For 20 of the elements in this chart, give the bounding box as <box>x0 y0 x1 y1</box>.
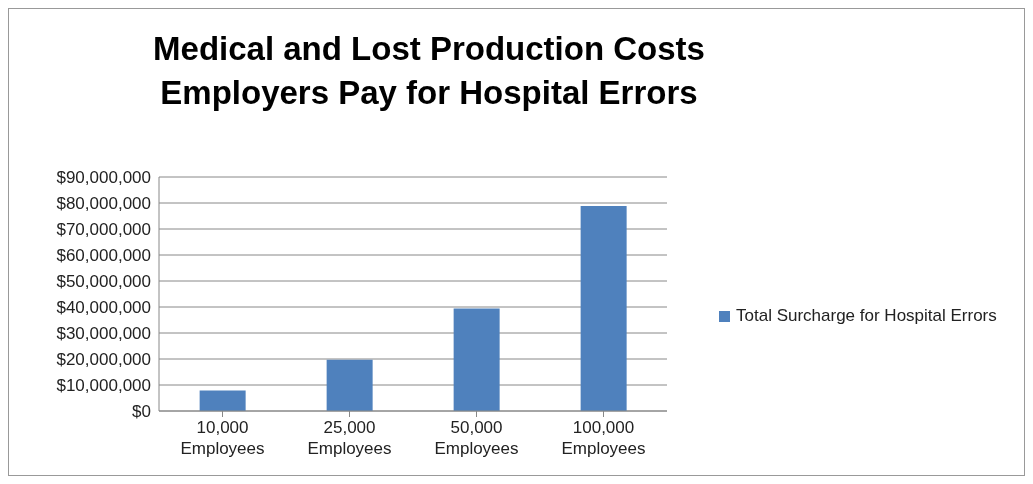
x-tick-label: 50,000 Employees <box>434 418 519 458</box>
chart-title: Medical and Lost Production Costs Employers Pay for Hospital Errors <box>152 29 706 113</box>
y-tick-label: $40,000,000 <box>56 298 151 318</box>
y-tick-label: $70,000,000 <box>56 220 151 240</box>
y-tick-label: $30,000,000 <box>56 324 151 344</box>
y-tick-label: $90,000,000 <box>56 168 151 188</box>
bar <box>453 308 500 411</box>
x-tick-label: 25,000 Employees <box>307 418 392 458</box>
y-tick-label: $10,000,000 <box>56 376 151 396</box>
bar <box>326 359 373 411</box>
bar <box>580 206 627 411</box>
bar <box>199 390 246 411</box>
y-tick-label: $60,000,000 <box>56 246 151 266</box>
y-tick-label: $20,000,000 <box>56 350 151 370</box>
y-tick-label: $80,000,000 <box>56 194 151 214</box>
y-tick-label: $50,000,000 <box>56 272 151 292</box>
x-tick-label: 10,000 Employees <box>180 418 265 458</box>
y-tick-label: $0 <box>132 402 151 422</box>
legend-label: Total Surcharge for Hospital Errors <box>735 306 997 326</box>
x-tick-label: 100,000 Employees <box>561 418 646 458</box>
